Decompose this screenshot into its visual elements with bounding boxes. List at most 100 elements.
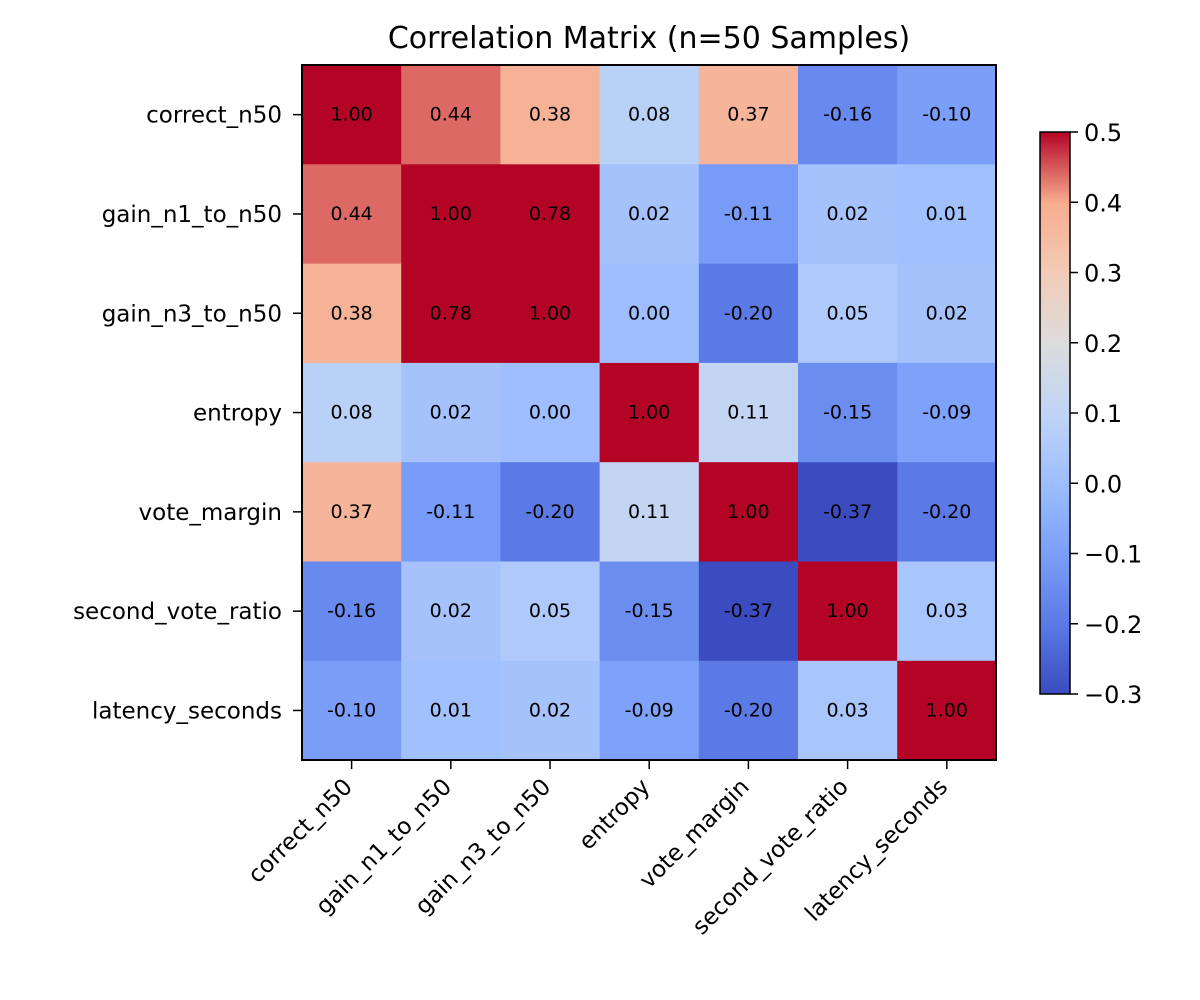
y-tick-label: latency_seconds	[92, 698, 282, 724]
heatmap-cell	[302, 263, 402, 364]
heatmap-cell	[798, 660, 898, 761]
y-tick-label: gain_n1_to_n50	[102, 202, 282, 228]
y-tick-label: second_vote_ratio	[73, 599, 282, 625]
y-tick-label: gain_n3_to_n50	[102, 301, 282, 327]
heatmap-cell	[698, 164, 799, 265]
cell-value-label: 0.78	[430, 302, 472, 324]
heatmap-cell	[302, 561, 402, 662]
heatmap-cell	[500, 65, 601, 165]
heatmap-cell	[599, 561, 700, 662]
cell-value-label: -0.11	[426, 501, 475, 523]
cell-value-label: 0.08	[330, 402, 372, 424]
heatmap-cell	[798, 263, 898, 364]
cell-value-label: 1.00	[926, 699, 968, 721]
heatmap-cell	[698, 263, 799, 364]
colorbar-tick-label: −0.3	[1084, 681, 1142, 709]
heatmap-cell	[401, 65, 501, 165]
colorbar-tick-label: 0.1	[1084, 400, 1122, 428]
chart-title: Correlation Matrix (n=50 Samples)	[388, 21, 910, 56]
cell-value-label: 0.03	[926, 600, 968, 622]
heatmap-cell	[401, 462, 501, 563]
cell-value-label: 0.38	[529, 104, 571, 126]
cell-value-label: 0.02	[529, 699, 571, 721]
cell-value-label: 0.02	[430, 402, 472, 424]
cell-value-label: 0.38	[330, 302, 372, 324]
cell-value-label: -0.15	[625, 600, 674, 622]
heatmap-cell	[897, 263, 997, 364]
y-tick-label: vote_margin	[139, 500, 282, 526]
heatmap-cell	[897, 660, 997, 761]
heatmap-cell	[698, 660, 799, 761]
colorbar-tick-label: 0.4	[1084, 189, 1122, 217]
cell-value-label: 0.08	[628, 104, 670, 126]
y-axis: correct_n50 gain_n1_to_n50 gain_n3_to_n50e…	[73, 103, 302, 724]
cell-value-label: -0.37	[724, 600, 773, 622]
cell-value-label: -0.20	[525, 501, 574, 523]
heatmap-cell	[500, 164, 601, 265]
heatmap-cell	[401, 660, 501, 761]
heatmap-cell	[302, 164, 402, 265]
cell-value-label: 0.37	[727, 104, 769, 126]
cell-value-label: -0.09	[625, 699, 674, 721]
cell-value-label: -0.16	[327, 600, 376, 622]
heatmap-cell	[302, 660, 402, 761]
cell-value-label: 1.00	[628, 402, 670, 424]
colorbar-tick-label: 0.2	[1084, 330, 1122, 358]
heatmap-cell	[500, 263, 601, 364]
cell-value-label: -0.16	[823, 104, 872, 126]
cell-value-label: 0.02	[926, 302, 968, 324]
cell-value-label: 0.11	[628, 501, 670, 523]
cell-value-label: -0.10	[922, 104, 971, 126]
cell-value-label: 0.05	[529, 600, 571, 622]
cell-value-label: -0.20	[724, 699, 773, 721]
heatmap-cell	[500, 462, 601, 563]
cell-value-label: 0.00	[628, 302, 670, 324]
heatmap-cell	[302, 362, 402, 463]
cell-value-label: 1.00	[826, 600, 868, 622]
cell-value-label: 1.00	[330, 104, 372, 126]
colorbar	[1039, 131, 1071, 695]
cell-value-label: 0.44	[330, 203, 372, 225]
colorbar-tick-label: −0.2	[1084, 611, 1142, 639]
heatmap-cell	[897, 561, 997, 662]
heatmap-cell	[599, 660, 700, 761]
heatmap-cell	[401, 561, 501, 662]
colorbar-tick-label: 0.5	[1084, 119, 1122, 147]
heatmap-cell	[897, 362, 997, 463]
cell-value-label: 1.00	[727, 501, 769, 523]
cell-value-label: 0.01	[926, 203, 968, 225]
heatmap-cell	[897, 65, 997, 165]
colorbar-tick-label: 0.0	[1084, 470, 1122, 498]
cell-value-label: 1.00	[430, 203, 472, 225]
heatmap-cells: 1.00 0.44 0.38 0.08 0.37 -0.16 -0.10 0.44 1.00 0.…	[302, 65, 997, 761]
heatmap-cell	[698, 65, 799, 165]
heatmap-cell	[599, 164, 700, 265]
cell-value-label: 0.03	[826, 699, 868, 721]
heatmap-cell	[599, 65, 700, 165]
cell-value-label: 0.11	[727, 402, 769, 424]
cell-value-label: 0.02	[826, 203, 868, 225]
heatmap-cell	[599, 263, 700, 364]
heatmap-cell	[599, 362, 700, 463]
colorbar-ticks: 0.5 0.4 0.3 0.2 0.1 0.0 −0.1 −0.2 −0.3	[1070, 119, 1142, 709]
heatmap-cell	[401, 164, 501, 265]
cell-value-label: -0.20	[922, 501, 971, 523]
heatmap-cell	[500, 362, 601, 463]
heatmap-cell	[698, 462, 799, 563]
x-tick-label: entropy	[574, 774, 655, 855]
heatmap-cell	[698, 362, 799, 463]
heatmap-cell	[798, 164, 898, 265]
cell-value-label: 0.02	[430, 600, 472, 622]
cell-value-label: 1.00	[529, 302, 571, 324]
cell-value-label: 0.01	[430, 699, 472, 721]
cell-value-label: 0.02	[628, 203, 670, 225]
heatmap-cell	[897, 164, 997, 265]
heatmap-cell	[698, 561, 799, 662]
cell-value-label: 0.44	[430, 104, 472, 126]
cell-value-label: -0.37	[823, 501, 872, 523]
y-tick-label: entropy	[193, 401, 282, 427]
heatmap-cell	[302, 462, 402, 563]
heatmap-cell	[500, 660, 601, 761]
